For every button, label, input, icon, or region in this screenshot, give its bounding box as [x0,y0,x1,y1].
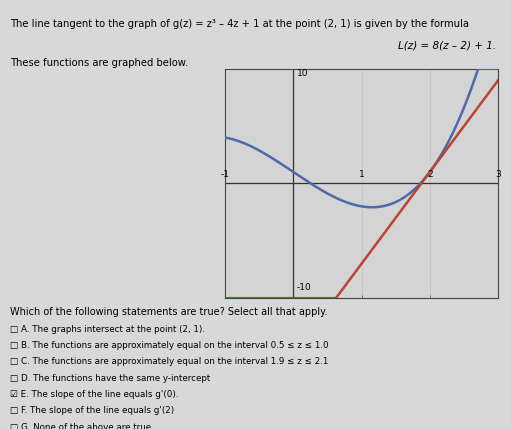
Text: -1: -1 [220,170,229,179]
Text: □ D. The functions have the same y-intercept: □ D. The functions have the same y-inter… [10,374,211,383]
Text: 2: 2 [427,170,433,179]
Text: □ C. The functions are approximately equal on the interval 1.9 ≤ z ≤ 2.1: □ C. The functions are approximately equ… [10,357,329,366]
Text: 1: 1 [359,170,364,179]
Text: L(z) = 8(z – 2) + 1.: L(z) = 8(z – 2) + 1. [398,41,496,51]
Text: These functions are graphed below.: These functions are graphed below. [10,58,189,68]
Text: □ F. The slope of the line equals g'(2): □ F. The slope of the line equals g'(2) [10,406,174,415]
Text: -10: -10 [296,284,311,293]
Text: □ G. None of the above are true.: □ G. None of the above are true. [10,423,154,429]
Text: □ B. The functions are approximately equal on the interval 0.5 ≤ z ≤ 1.0: □ B. The functions are approximately equ… [10,341,329,350]
Text: The line tangent to the graph of g(z) = z³ – 4z + 1 at the point (2, 1) is given: The line tangent to the graph of g(z) = … [10,19,469,29]
Text: ☑ E. The slope of the line equals g'(0).: ☑ E. The slope of the line equals g'(0). [10,390,179,399]
Text: □ A. The graphs intersect at the point (2, 1).: □ A. The graphs intersect at the point (… [10,325,205,334]
Text: Which of the following statements are true? Select all that apply.: Which of the following statements are tr… [10,307,328,317]
Text: 3: 3 [495,170,501,179]
Text: 10: 10 [296,69,308,78]
